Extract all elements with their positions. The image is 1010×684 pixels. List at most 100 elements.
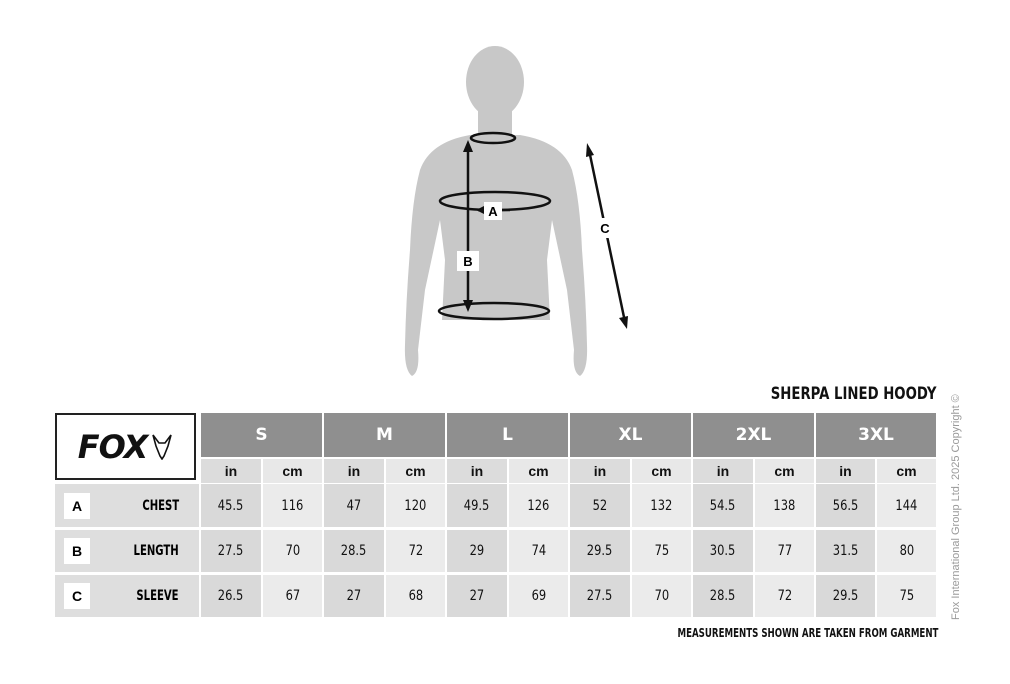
value-cm-length: 75	[632, 530, 691, 572]
value-cm-chest: 120	[386, 484, 445, 527]
value-cm-chest-text: 144	[895, 497, 918, 514]
value-in-sleeve-text: 26.5	[218, 588, 244, 604]
size-header-s: S	[201, 413, 322, 457]
row-label-sleeve: C SLEEVE	[55, 575, 199, 617]
size-header-m-text: M	[376, 425, 393, 445]
unit-in: in	[201, 459, 261, 483]
value-cm-chest-text: 126	[527, 497, 550, 514]
unit-cm-text: cm	[405, 463, 426, 479]
value-cm-sleeve: 69	[509, 575, 568, 617]
value-in-length: 29.5	[570, 530, 630, 572]
unit-cm: cm	[755, 459, 814, 483]
measure-letter: B	[64, 538, 90, 564]
unit-cm-text: cm	[774, 463, 795, 479]
value-cm-chest-text: 132	[650, 497, 673, 514]
value-cm-chest: 116	[263, 484, 322, 527]
value-cm-length: 77	[755, 530, 814, 572]
unit-cm-text: cm	[528, 463, 549, 479]
value-cm-length-text: 70	[285, 543, 300, 559]
size-header-2xl-text: 2XL	[735, 425, 772, 445]
unit-in-text: in	[224, 463, 238, 479]
value-in-sleeve-text: 27	[346, 588, 362, 604]
unit-in: in	[324, 459, 384, 483]
unit-cm: cm	[386, 459, 445, 483]
value-cm-length-text: 75	[654, 543, 669, 559]
value-in-chest: 45.5	[201, 484, 261, 527]
unit-cm: cm	[263, 459, 322, 483]
value-cm-length-text: 74	[531, 543, 546, 559]
value-cm-sleeve-text: 72	[777, 588, 792, 604]
measure-letter: C	[64, 583, 90, 609]
value-cm-sleeve: 70	[632, 575, 691, 617]
value-in-chest-text: 52	[592, 497, 608, 514]
value-cm-sleeve-text: 69	[531, 588, 546, 604]
value-in-chest-text: 49.5	[464, 497, 490, 514]
value-cm-sleeve-text: 70	[654, 588, 669, 604]
value-in-length-text: 29.5	[587, 543, 613, 559]
value-cm-length-text: 80	[899, 543, 914, 559]
value-cm-chest: 126	[509, 484, 568, 527]
size-header-m: M	[324, 413, 445, 457]
value-in-chest: 56.5	[816, 484, 875, 527]
unit-cm: cm	[877, 459, 936, 483]
value-cm-chest-text: 138	[773, 497, 796, 514]
value-in-chest: 52	[570, 484, 630, 527]
product-title: SHERPA LINED HOODY	[770, 384, 936, 404]
value-in-sleeve-text: 28.5	[710, 588, 736, 604]
value-in-sleeve: 27.5	[570, 575, 630, 617]
measure-name: CHEST	[142, 497, 179, 514]
value-in-sleeve-text: 27.5	[587, 588, 613, 604]
unit-in-text: in	[716, 463, 730, 479]
label-a: A	[488, 204, 498, 219]
size-header-3xl-text: 3XL	[858, 425, 894, 445]
label-b: B	[463, 254, 472, 269]
unit-in: in	[693, 459, 753, 483]
unit-in: in	[816, 459, 875, 483]
measure-name: SLEEVE	[136, 588, 179, 604]
value-in-sleeve-text: 29.5	[832, 588, 859, 604]
value-in-length-text: 27.5	[218, 543, 244, 559]
value-in-sleeve: 26.5	[201, 575, 261, 617]
value-cm-length: 74	[509, 530, 568, 572]
value-cm-sleeve-text: 68	[408, 588, 423, 604]
value-cm-length-text: 77	[777, 543, 792, 559]
value-in-length-text: 29	[469, 543, 485, 559]
neck-ring	[469, 131, 517, 145]
value-in-chest: 49.5	[447, 484, 507, 527]
value-cm-sleeve-text: 75	[899, 588, 914, 604]
size-header-2xl: 2XL	[693, 413, 814, 457]
value-in-length-text: 30.5	[710, 543, 736, 559]
size-header-s-text: S	[255, 425, 268, 445]
value-cm-chest: 132	[632, 484, 691, 527]
size-header-xl-text: XL	[618, 425, 643, 445]
value-cm-length: 72	[386, 530, 445, 572]
value-in-sleeve: 28.5	[693, 575, 753, 617]
size-header-l-text: L	[502, 425, 513, 445]
value-in-sleeve: 27	[447, 575, 507, 617]
size-header-xl: XL	[570, 413, 691, 457]
value-in-length: 27.5	[201, 530, 261, 572]
fox-logo: FOX	[55, 413, 196, 480]
unit-cm-text: cm	[651, 463, 672, 479]
body-measurement-diagram: A B C	[404, 46, 628, 376]
value-cm-length: 70	[263, 530, 322, 572]
value-in-length-text: 28.5	[341, 543, 367, 559]
unit-cm-text: cm	[282, 463, 303, 479]
value-cm-chest: 144	[877, 484, 936, 527]
value-cm-sleeve: 75	[877, 575, 936, 617]
label-c: C	[600, 221, 610, 236]
unit-in-text: in	[470, 463, 484, 479]
value-in-chest-text: 45.5	[218, 497, 244, 514]
row-label-length: B LENGTH	[55, 530, 199, 572]
copyright-notice: Fox International Group Ltd. 2025 Copyri…	[950, 394, 962, 620]
unit-cm: cm	[632, 459, 691, 483]
value-cm-length-text: 72	[408, 543, 423, 559]
unit-cm: cm	[509, 459, 568, 483]
value-in-sleeve: 29.5	[816, 575, 875, 617]
value-in-chest-text: 56.5	[832, 497, 859, 514]
fox-head-icon	[152, 434, 173, 460]
measure-name: LENGTH	[133, 543, 179, 559]
brand-wordmark: FOX	[77, 427, 149, 466]
value-cm-sleeve: 72	[755, 575, 814, 617]
value-cm-chest-text: 116	[281, 497, 304, 514]
